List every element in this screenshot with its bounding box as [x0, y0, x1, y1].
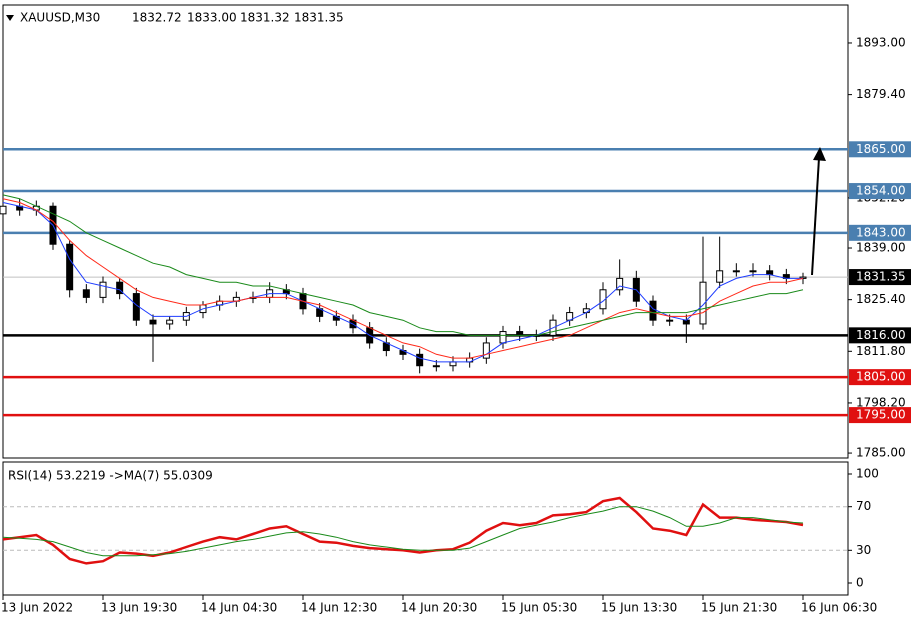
candle-body: [149, 319, 157, 325]
candle-body: [116, 281, 124, 295]
y-tick-label: 1839.00: [856, 241, 906, 255]
x-tick-label: 14 Jun 12:30: [301, 601, 377, 615]
candle-body: [432, 365, 440, 368]
candle-body: [449, 361, 457, 367]
main-frame: [2, 4, 849, 459]
candle-body: [716, 270, 724, 283]
last-price-label: 1831.35: [856, 270, 906, 284]
line-series: [2, 198, 804, 359]
level-tag: [849, 327, 911, 344]
level-tag: [849, 224, 911, 241]
x-tick-label: 13 Jun 2022: [1, 601, 73, 615]
candle-body: [0, 205, 7, 215]
line-series: [2, 506, 804, 557]
y-tick-label: 1798.20: [856, 395, 906, 409]
level-label: 1865.00: [856, 142, 906, 156]
candle-body: [66, 243, 74, 291]
quote-high: 1833.00: [187, 11, 237, 25]
quote-open: 1832.72: [132, 11, 182, 25]
candle-body: [516, 331, 524, 336]
candle-body: [482, 342, 490, 359]
last-price-tag: [849, 269, 911, 286]
candle-body: [599, 289, 607, 310]
level-tag: [849, 407, 911, 424]
arrow-shaft: [811, 157, 820, 276]
candle-body: [649, 300, 657, 321]
y-tick-label: 1879.40: [856, 87, 906, 101]
x-tick-label: 14 Jun 04:30: [201, 601, 277, 615]
level-label: 1816.00: [856, 328, 906, 342]
candle-body: [666, 319, 674, 322]
candle-body: [732, 270, 740, 273]
candle-body: [616, 277, 624, 291]
line-series: [2, 194, 804, 336]
candle-body: [699, 281, 707, 325]
candle-body: [416, 353, 424, 367]
rsi-title: RSI(14) 53.2219 ->MA(7) 55.0309: [8, 469, 213, 483]
candle-body: [766, 270, 774, 276]
x-tick-label: 16 Jun 06:30: [801, 601, 877, 615]
line-series: [2, 496, 804, 565]
y-tick-label: 1811.80: [856, 344, 906, 358]
level-tag: [849, 183, 911, 200]
menu-icon[interactable]: [6, 15, 14, 21]
level-tag: [849, 141, 911, 158]
x-tick-label: 14 Jun 20:30: [401, 601, 477, 615]
x-tick-label: 15 Jun 13:30: [601, 601, 677, 615]
level-label: 1854.00: [856, 184, 906, 198]
quote-low: 1831.32: [240, 11, 290, 25]
candle-body: [749, 270, 757, 273]
arrow-head: [813, 147, 826, 161]
x-tick-label: 15 Jun 21:30: [701, 601, 777, 615]
level-tag: [849, 369, 911, 386]
candle-body: [99, 281, 107, 298]
y-tick-label: 1825.40: [856, 292, 906, 306]
y-tick-label: 100: [856, 466, 879, 480]
y-tick-label: 1785.00: [856, 446, 906, 460]
candle-body: [166, 319, 174, 325]
y-tick-label: 70: [856, 499, 871, 513]
level-label: 1805.00: [856, 370, 906, 384]
y-tick-label: 1893.00: [856, 35, 906, 49]
y-tick-label: 0: [856, 576, 864, 590]
quote-close: 1831.35: [294, 11, 344, 25]
symbol: XAUUSD,M30: [20, 11, 100, 25]
level-label: 1843.00: [856, 225, 906, 239]
level-label: 1795.00: [856, 408, 906, 422]
rsi-frame: [2, 461, 849, 596]
y-tick-label: 30: [856, 543, 871, 557]
candle-body: [82, 289, 90, 298]
x-tick-label: 13 Jun 19:30: [101, 601, 177, 615]
candle-body: [682, 319, 690, 325]
candle-body: [499, 331, 507, 344]
x-tick-label: 15 Jun 05:30: [501, 601, 577, 615]
